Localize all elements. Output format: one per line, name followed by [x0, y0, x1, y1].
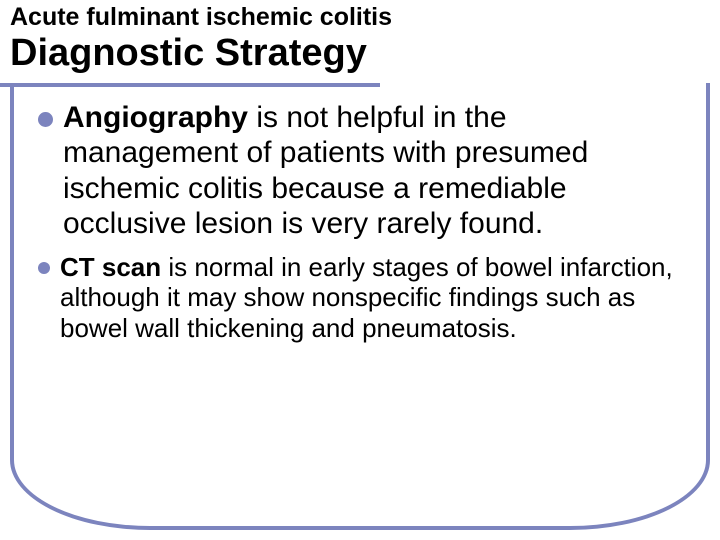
slide-title: Diagnostic Strategy [10, 32, 710, 76]
slide-subtitle: Acute fulminant ischemic colitis [10, 4, 710, 32]
bullet-2-lead: CT scan [60, 252, 161, 282]
body: Angiography is not helpful in the manage… [38, 100, 682, 354]
slide: Acute fulminant ischemic colitis Diagnos… [0, 0, 720, 540]
bullet-disc-icon [38, 262, 50, 274]
bullet-disc-icon [38, 112, 53, 127]
bullet-1-lead: Angiography [63, 101, 248, 134]
bullet-text-2: CT scan is normal in early stages of bow… [60, 252, 682, 344]
bullet-item-1: Angiography is not helpful in the manage… [38, 100, 682, 242]
bullet-text-1: Angiography is not helpful in the manage… [63, 100, 682, 242]
bullet-item-2: CT scan is normal in early stages of bow… [38, 252, 682, 344]
title-block: Acute fulminant ischemic colitis Diagnos… [0, 0, 720, 75]
